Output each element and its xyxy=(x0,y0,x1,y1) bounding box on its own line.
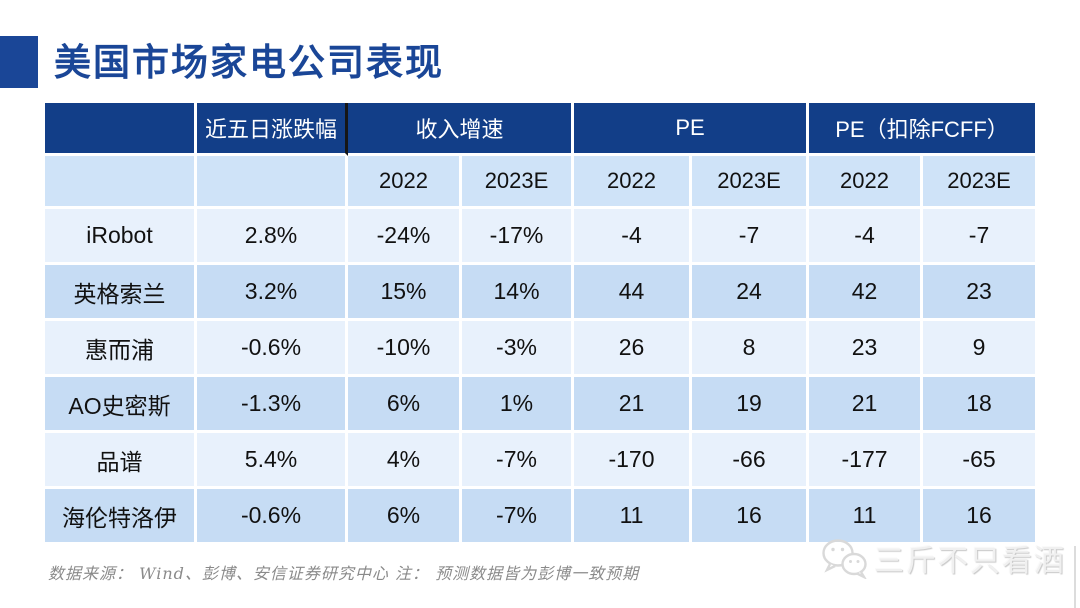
value-cell: 8 xyxy=(692,321,810,377)
company-cell: AO史密斯 xyxy=(45,377,197,433)
year-header: 2022 xyxy=(809,156,924,209)
group-header-pe: PE xyxy=(574,103,810,156)
value-cell: 1% xyxy=(462,377,575,433)
value-cell: -7 xyxy=(923,209,1036,265)
group-header-row: 近五日涨跌幅 收入增速 PE PE（扣除FCFF） xyxy=(45,103,1036,156)
value-cell: -66 xyxy=(692,433,810,489)
value-cell: 42 xyxy=(809,265,924,321)
value-cell: 23 xyxy=(923,265,1036,321)
year-header: 2023E xyxy=(923,156,1036,209)
value-cell: 2.8% xyxy=(197,209,348,265)
year-header: 2023E xyxy=(462,156,575,209)
value-cell: 21 xyxy=(574,377,693,433)
group-header-change: 近五日涨跌幅 xyxy=(197,103,348,156)
company-cell: 海伦特洛伊 xyxy=(45,489,197,545)
table-row: 惠而浦 -0.6% -10% -3% 26 8 23 9 xyxy=(45,321,1036,377)
value-cell: -170 xyxy=(574,433,693,489)
value-cell: -4 xyxy=(809,209,924,265)
group-header-revenue-growth: 收入增速 xyxy=(348,103,575,156)
value-cell: 16 xyxy=(692,489,810,545)
value-cell: 11 xyxy=(809,489,924,545)
value-cell: 14% xyxy=(462,265,575,321)
value-cell: -65 xyxy=(923,433,1036,489)
value-cell: -0.6% xyxy=(197,489,348,545)
company-cell: iRobot xyxy=(45,209,197,265)
value-cell: -7 xyxy=(692,209,810,265)
blank-cell xyxy=(197,156,348,209)
value-cell: 15% xyxy=(348,265,462,321)
value-cell: 24 xyxy=(692,265,810,321)
performance-table: 近五日涨跌幅 收入增速 PE PE（扣除FCFF） 2022 2023E 202… xyxy=(45,103,1036,545)
value-cell: 6% xyxy=(348,489,462,545)
watermark: 三斤不只看酒 xyxy=(820,536,1066,580)
value-cell: -24% xyxy=(348,209,462,265)
value-cell: 26 xyxy=(574,321,693,377)
value-cell: 18 xyxy=(923,377,1036,433)
wechat-icon xyxy=(822,539,867,579)
table-row: 英格索兰 3.2% 15% 14% 44 24 42 23 xyxy=(45,265,1036,321)
value-cell: 5.4% xyxy=(197,433,348,489)
value-cell: -1.3% xyxy=(197,377,348,433)
group-header-pe-fcff: PE（扣除FCFF） xyxy=(809,103,1036,156)
blank-cell xyxy=(45,156,197,209)
company-cell: 英格索兰 xyxy=(45,265,197,321)
page-title: 美国市场家电公司表现 xyxy=(54,40,444,84)
value-cell: -0.6% xyxy=(197,321,348,377)
company-cell: 品谱 xyxy=(45,433,197,489)
value-cell: 21 xyxy=(809,377,924,433)
data-source-note: 数据来源： Wind、彭博、安信证券研究中心 注： 预测数据皆为彭博一致预期 xyxy=(48,564,640,583)
value-cell: -7% xyxy=(462,489,575,545)
title-accent-square xyxy=(0,36,38,88)
table-row: 海伦特洛伊 -0.6% 6% -7% 11 16 11 16 xyxy=(45,489,1036,545)
year-header: 2022 xyxy=(348,156,462,209)
value-cell: 44 xyxy=(574,265,693,321)
table-row: iRobot 2.8% -24% -17% -4 -7 -4 -7 xyxy=(45,209,1036,265)
value-cell: 19 xyxy=(692,377,810,433)
value-cell: -10% xyxy=(348,321,462,377)
year-header: 2023E xyxy=(692,156,810,209)
value-cell: -3% xyxy=(462,321,575,377)
value-cell: 9 xyxy=(923,321,1036,377)
value-cell: 3.2% xyxy=(197,265,348,321)
value-cell: 11 xyxy=(574,489,693,545)
value-cell: -177 xyxy=(809,433,924,489)
year-header-row: 2022 2023E 2022 2023E 2022 2023E xyxy=(45,156,1036,209)
value-cell: 6% xyxy=(348,377,462,433)
right-edge-line xyxy=(1074,546,1076,608)
value-cell: -17% xyxy=(462,209,575,265)
value-cell: -7% xyxy=(462,433,575,489)
corner-cell xyxy=(45,103,197,156)
year-header: 2022 xyxy=(574,156,693,209)
watermark-label: 三斤不只看酒 xyxy=(874,544,1066,579)
value-cell: 23 xyxy=(809,321,924,377)
value-cell: 4% xyxy=(348,433,462,489)
table-row: AO史密斯 -1.3% 6% 1% 21 19 21 18 xyxy=(45,377,1036,433)
value-cell: -4 xyxy=(574,209,693,265)
table-row: 品谱 5.4% 4% -7% -170 -66 -177 -65 xyxy=(45,433,1036,489)
value-cell: 16 xyxy=(923,489,1036,545)
company-cell: 惠而浦 xyxy=(45,321,197,377)
